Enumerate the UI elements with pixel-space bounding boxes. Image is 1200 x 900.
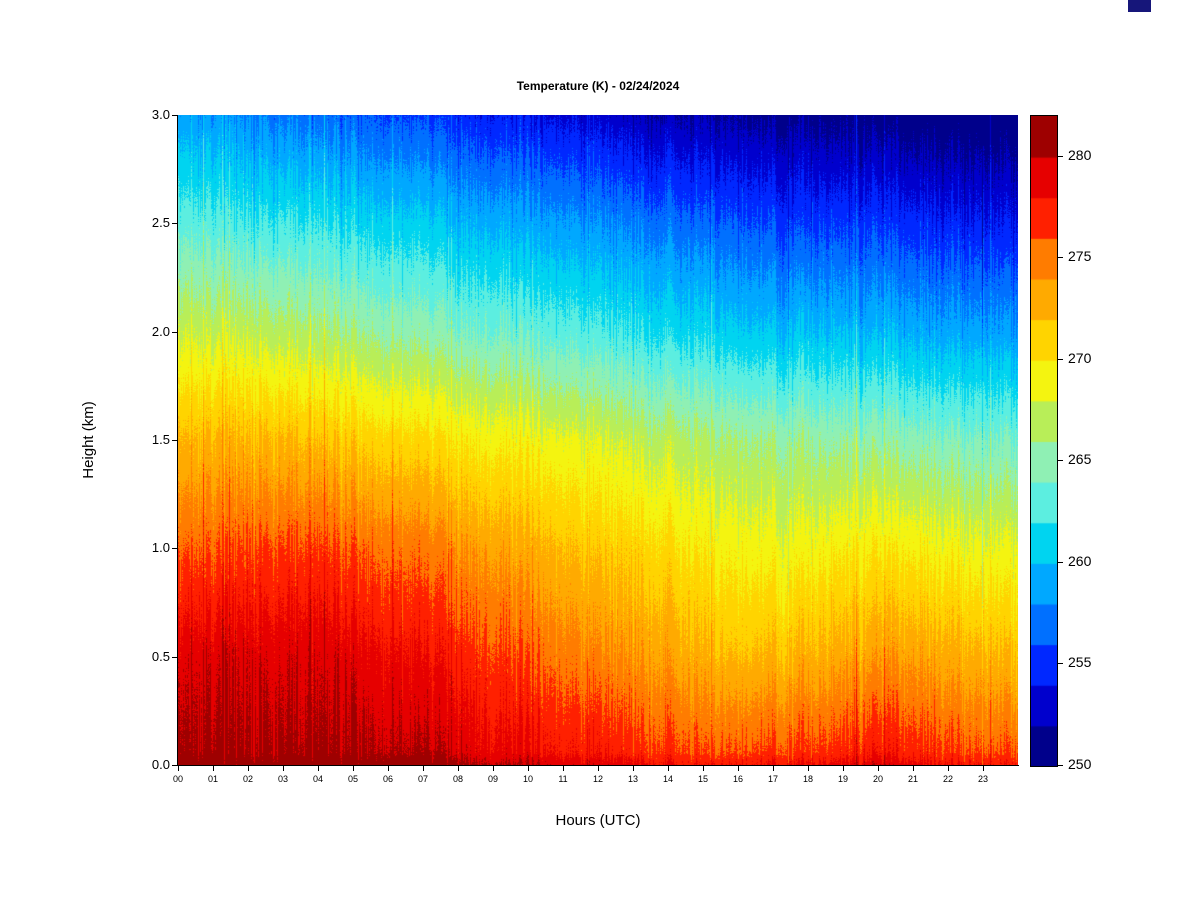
x-tick-label: 12 <box>592 774 603 784</box>
colorbar-tick-mark <box>1058 663 1063 665</box>
x-tick-label: 04 <box>312 774 323 784</box>
x-tick-mark <box>738 766 739 771</box>
colorbar-tick-mark <box>1058 358 1063 360</box>
x-tick-label: 08 <box>452 774 463 784</box>
x-tick-mark <box>493 766 494 771</box>
y-tick-label: 3.0 <box>151 107 170 122</box>
x-tick-mark <box>703 766 704 771</box>
x-tick-mark <box>248 766 249 771</box>
x-tick-label: 15 <box>697 774 708 784</box>
x-tick-mark <box>668 766 669 771</box>
colorbar-tick-mark <box>1058 460 1063 462</box>
x-tick-label: 16 <box>732 774 743 784</box>
x-tick-mark <box>528 766 529 771</box>
y-tick-mark <box>172 331 177 333</box>
colorbar-tick-label: 280 <box>1068 146 1092 163</box>
x-tick-mark <box>283 766 284 771</box>
x-axis-label: Hours (UTC) <box>555 812 641 829</box>
x-tick-label: 10 <box>522 774 533 784</box>
x-tick-label: 02 <box>242 774 253 784</box>
x-tick-mark <box>633 766 634 771</box>
x-tick-mark <box>563 766 564 771</box>
colorbar-tick-label: 275 <box>1068 248 1092 265</box>
y-tick-mark <box>172 440 177 441</box>
x-tick-label: 14 <box>662 774 673 784</box>
x-tick-mark <box>353 766 354 771</box>
colorbar-tick-label: 255 <box>1068 654 1092 671</box>
y-tick-mark <box>172 656 177 658</box>
x-tick-mark <box>423 766 424 771</box>
x-tick-label: 09 <box>487 774 498 784</box>
y-tick-label: 1.0 <box>151 540 170 556</box>
x-tick-mark <box>388 766 389 771</box>
x-tick-label: 20 <box>872 774 883 784</box>
y-tick-mark <box>172 765 177 766</box>
x-tick-label: 03 <box>277 774 288 784</box>
y-tick-label: 0.0 <box>151 757 170 772</box>
x-tick-label: 19 <box>837 774 848 784</box>
x-tick-label: 11 <box>558 774 568 784</box>
y-tick-label: 1.5 <box>151 432 170 447</box>
y-axis-line <box>177 115 178 766</box>
x-tick-mark <box>178 766 179 771</box>
y-tick-label: 0.5 <box>151 648 170 664</box>
x-tick-mark <box>913 766 914 771</box>
heatmap-canvas <box>178 115 1018 765</box>
window-artifact <box>1128 0 1151 12</box>
chart-title: Temperature (K) - 02/24/2024 <box>516 79 680 93</box>
colorbar-tick-mark <box>1058 155 1063 157</box>
x-tick-label: 06 <box>382 774 393 784</box>
colorbar-tick-label: 270 <box>1068 349 1092 366</box>
x-tick-mark <box>213 766 214 771</box>
y-axis-label: Height (km) <box>80 401 97 479</box>
y-tick-label: 2.5 <box>151 215 170 231</box>
x-tick-mark <box>458 766 459 771</box>
x-tick-mark <box>808 766 809 771</box>
y-tick-mark <box>172 115 177 116</box>
x-tick-mark <box>843 766 844 771</box>
x-tick-label: 00 <box>172 774 183 784</box>
x-tick-mark <box>878 766 879 771</box>
x-tick-label: 22 <box>942 774 953 784</box>
x-tick-mark <box>948 766 949 771</box>
colorbar-tick-mark <box>1058 561 1063 563</box>
x-tick-mark <box>983 766 984 771</box>
x-tick-label: 13 <box>627 774 638 784</box>
x-tick-mark <box>318 766 319 771</box>
y-tick-mark <box>172 548 177 550</box>
colorbar <box>1030 115 1058 767</box>
x-axis-line <box>178 765 1019 766</box>
x-tick-label: 07 <box>417 774 428 784</box>
x-tick-label: 01 <box>207 774 218 784</box>
colorbar-tick-label: 250 <box>1068 756 1092 772</box>
y-tick-label: 2.0 <box>151 323 170 339</box>
x-tick-label: 18 <box>802 774 813 784</box>
x-tick-label: 17 <box>767 774 778 784</box>
x-tick-label: 23 <box>977 774 988 784</box>
colorbar-tick-label: 265 <box>1068 451 1092 468</box>
x-tick-label: 05 <box>347 774 358 784</box>
x-tick-mark <box>773 766 774 771</box>
x-tick-label: 21 <box>907 774 918 784</box>
x-tick-mark <box>598 766 599 771</box>
colorbar-tick-mark <box>1058 257 1063 259</box>
colorbar-tick-label: 260 <box>1068 552 1092 569</box>
colorbar-tick-mark <box>1058 765 1063 766</box>
y-tick-mark <box>172 223 177 225</box>
